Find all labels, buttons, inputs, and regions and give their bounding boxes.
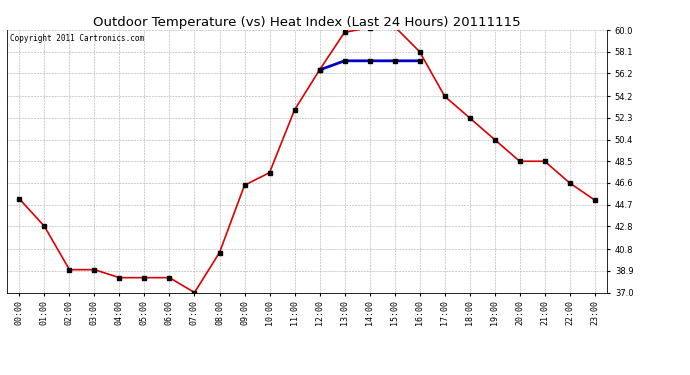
Text: Copyright 2011 Cartronics.com: Copyright 2011 Cartronics.com <box>10 34 144 43</box>
Title: Outdoor Temperature (vs) Heat Index (Last 24 Hours) 20111115: Outdoor Temperature (vs) Heat Index (Las… <box>93 16 521 29</box>
